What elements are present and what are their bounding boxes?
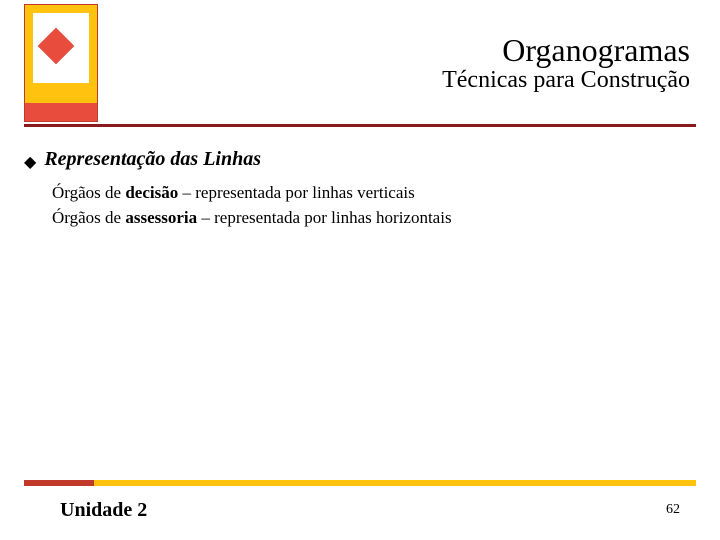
section-heading: Representação das Linhas [44, 148, 261, 171]
header-divider [24, 124, 696, 127]
line1-bold: decisão [125, 183, 178, 202]
footer-unit-label: Unidade 2 [60, 499, 147, 522]
page-subtitle: Técnicas para Construção [442, 67, 690, 94]
bullet-icon: ◆ [24, 155, 36, 171]
slide-header: Organogramas Técnicas para Construção [0, 0, 720, 132]
line2-prefix: Órgãos de [52, 208, 125, 227]
body-line-2: Órgãos de assessoria – representada por … [52, 206, 696, 231]
logo-bottom-bar [25, 103, 97, 121]
line2-bold: assessoria [125, 208, 197, 227]
logo [24, 4, 98, 122]
section-body: Órgãos de decisão – representada por lin… [52, 181, 696, 230]
page-number: 62 [666, 502, 680, 518]
footer-stripe [24, 480, 696, 486]
line1-prefix: Órgãos de [52, 183, 125, 202]
body-line-1: Órgãos de decisão – representada por lin… [52, 181, 696, 206]
title-block: Organogramas Técnicas para Construção [442, 32, 690, 94]
content-area: ◆ Representação das Linhas Órgãos de dec… [24, 148, 696, 230]
page-title: Organogramas [442, 32, 690, 69]
bullet-row: ◆ Representação das Linhas [24, 148, 696, 171]
logo-script [31, 83, 91, 95]
line1-suffix: – representada por linhas verticais [178, 183, 415, 202]
line2-suffix: – representada por linhas horizontais [197, 208, 451, 227]
